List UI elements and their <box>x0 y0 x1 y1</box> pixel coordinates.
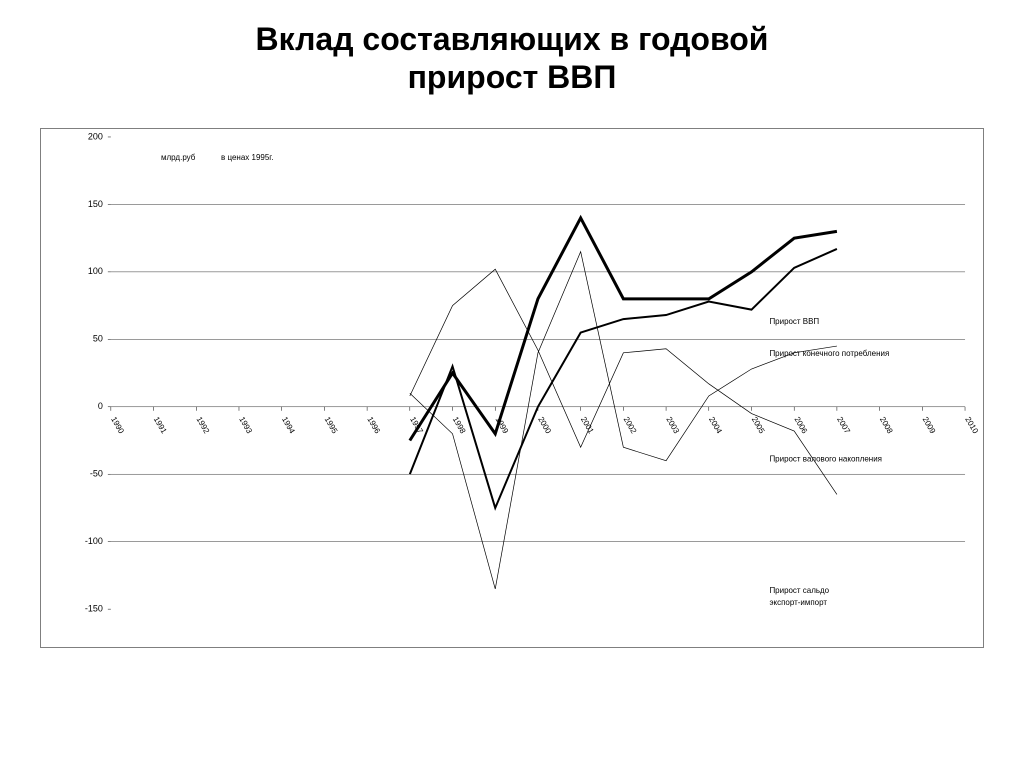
x-tick-label: 2009 <box>921 415 938 435</box>
y-tick-label: 0 <box>98 401 103 411</box>
units-label: млрд.руб <box>161 153 195 162</box>
series-label-final_consumption: Прирост конечного потребления <box>769 349 889 358</box>
x-tick-label: 2004 <box>707 415 724 435</box>
x-tick-label: 1992 <box>195 415 212 435</box>
x-tick-label: 1996 <box>365 415 382 435</box>
series-label-gdp_growth: Прирост ВВП <box>769 317 819 326</box>
series-label2-net_export: экспорт-импорт <box>769 598 827 607</box>
y-tick-label: 100 <box>88 266 103 276</box>
chart-container: -150 -100 -50 0 50 100 150 200 1990 1991 1992 1993 1… <box>40 128 984 648</box>
series-label-capital_formation: Прирост валового накопления <box>769 455 882 464</box>
x-tick-label: 2000 <box>536 415 553 435</box>
x-tick-label: 2010 <box>963 415 980 435</box>
x-tick-label: 2008 <box>878 415 895 435</box>
y-tick-label: -150 <box>85 604 103 614</box>
series-label-net_export: Прирост сальдо <box>769 586 829 595</box>
title-line-1: Вклад составляющих в годовой <box>256 21 769 57</box>
y-tick-label: 200 <box>88 131 103 141</box>
chart-title: Вклад составляющих в годовой прирост ВВП <box>0 20 1024 96</box>
x-tick-label: 1993 <box>237 415 254 435</box>
x-tick-label: 2002 <box>622 415 639 435</box>
title-line-2: прирост ВВП <box>408 59 617 95</box>
x-tick-label: 1994 <box>280 415 297 435</box>
y-tick-label: 50 <box>93 334 103 344</box>
x-tick-label: 2003 <box>664 415 681 435</box>
x-tick-label: 1995 <box>323 415 340 435</box>
prices-label: в ценах 1995г. <box>221 153 273 162</box>
y-tick-label: -50 <box>90 469 103 479</box>
x-tick-label: 2005 <box>750 415 767 435</box>
x-tick-label: 2007 <box>835 415 852 435</box>
x-tick-label: 1990 <box>109 415 126 435</box>
x-tick-label: 1998 <box>451 415 468 435</box>
y-tick-label: 150 <box>88 199 103 209</box>
chart-svg: -150 -100 -50 0 50 100 150 200 1990 1991 1992 1993 1… <box>41 129 983 647</box>
y-tick-label: -100 <box>85 536 103 546</box>
x-tick-label: 1991 <box>152 415 169 435</box>
